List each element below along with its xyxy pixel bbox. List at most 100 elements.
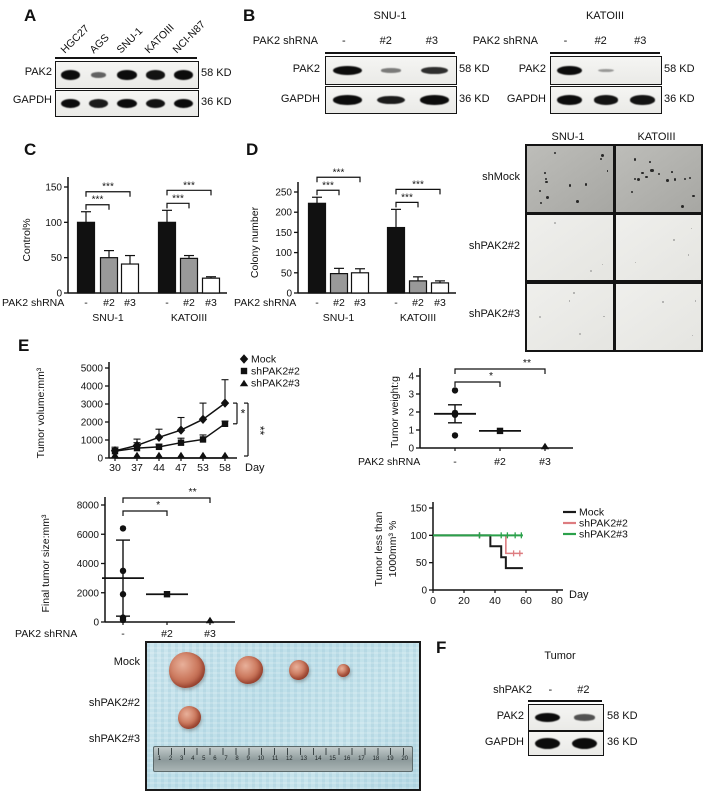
photo-row-label: shPAK2#3 <box>88 733 140 745</box>
colony-dot <box>590 270 593 273</box>
ruler-number: 12 <box>285 756 293 762</box>
protein-band <box>571 738 598 749</box>
svg-text:KATOIII: KATOIII <box>171 312 207 324</box>
protein-band <box>593 95 619 105</box>
colony-image-shpak2-3-katoiii <box>614 282 703 352</box>
svg-text:Day: Day <box>245 462 265 474</box>
svg-text:***: *** <box>183 180 195 191</box>
svg-text:40: 40 <box>489 595 501 607</box>
svg-text:250: 250 <box>275 188 292 199</box>
svg-text:shPAK2#2: shPAK2#2 <box>251 366 300 378</box>
svg-text:50: 50 <box>416 558 428 569</box>
ruler-number: 1 <box>157 756 162 762</box>
ruler-number: 4 <box>191 756 195 762</box>
svg-text:Colony number: Colony number <box>249 206 261 278</box>
blot-row-label: GAPDH <box>280 93 320 105</box>
western-blot-gapdh-snu1 <box>325 86 457 114</box>
colony-dot <box>650 168 654 173</box>
colony-dot <box>683 177 686 181</box>
ruler-number: 8 <box>235 756 239 762</box>
cell-line-label: AGS <box>87 31 112 56</box>
ruler-number: 13 <box>300 756 308 762</box>
svg-text:#2: #2 <box>183 297 195 309</box>
colony-dot <box>630 191 634 194</box>
lane-overline <box>550 52 660 54</box>
colony-dot <box>648 160 651 163</box>
svg-text:150: 150 <box>45 183 62 194</box>
colony-dot <box>692 334 694 337</box>
svg-text:#3: #3 <box>124 297 136 309</box>
molecular-weight: 58 KD <box>664 63 695 75</box>
cell-line-label: HGC27 <box>58 22 92 56</box>
svg-text:SNU-1: SNU-1 <box>92 312 124 324</box>
shrna-label: PAK2 shRNA <box>252 35 318 47</box>
panel-b-label: B <box>243 6 256 25</box>
svg-text:-: - <box>84 297 88 309</box>
colony-column-header: SNU-1 <box>551 131 585 143</box>
svg-text:0: 0 <box>97 454 103 465</box>
molecular-weight: 36 KD <box>201 96 232 108</box>
lane-label: #2 <box>379 35 392 47</box>
shrna-label: PAK2 shRNA <box>472 35 538 47</box>
svg-text:100: 100 <box>275 248 292 259</box>
lane-label: - <box>563 35 568 47</box>
svg-text:***: *** <box>92 195 104 206</box>
colony-dot <box>545 177 548 180</box>
protein-band <box>574 714 595 721</box>
svg-text:*: * <box>241 406 246 420</box>
lane-label: #3 <box>425 35 439 47</box>
colony-row-label: shPAK2#3 <box>468 308 520 320</box>
svg-text:0: 0 <box>408 444 414 455</box>
svg-text:Mock: Mock <box>251 354 277 366</box>
svg-text:50: 50 <box>51 253 63 264</box>
colony-dot <box>545 180 548 183</box>
ruler: 1 2 3 4 5 6 7 8 9 10 11 12 13 14 15 16 17 18 19 20 <box>153 746 413 772</box>
lane-label: - <box>548 684 553 696</box>
svg-text:#3: #3 <box>354 297 366 309</box>
svg-text:PAK2 shRNA: PAK2 shRNA <box>234 297 296 309</box>
colony-dot <box>635 261 637 263</box>
protein-band <box>332 95 363 105</box>
protein-band <box>91 72 107 78</box>
colony-dot <box>640 171 644 175</box>
colony-dot <box>538 315 541 318</box>
svg-text:#3: #3 <box>204 628 216 640</box>
colony-dot <box>569 184 572 187</box>
lane-labels: - #2 #3 <box>325 35 455 47</box>
colony-dot <box>540 201 543 204</box>
svg-text:5000: 5000 <box>81 364 104 375</box>
cell-line-label: NCI-N87 <box>170 18 208 56</box>
protein-band <box>598 69 614 72</box>
colony-dot <box>576 200 580 203</box>
svg-text:#2: #2 <box>333 297 345 309</box>
panel-d-label: D <box>246 140 259 159</box>
shrna-label: shPAK2 <box>493 684 532 696</box>
svg-text:1000: 1000 <box>81 436 104 447</box>
colony-dot <box>690 227 692 230</box>
ruler-number: 2 <box>168 756 173 762</box>
colony-dot <box>680 204 684 208</box>
svg-text:#2: #2 <box>494 456 506 468</box>
blot-title-snu1: SNU-1 <box>373 10 407 22</box>
svg-text:***: *** <box>401 192 413 203</box>
ruler-ticks <box>158 748 408 755</box>
svg-text:3000: 3000 <box>81 400 104 411</box>
svg-text:1000mm³ %: 1000mm³ % <box>387 521 399 578</box>
colony-dot <box>657 172 661 176</box>
svg-text:20: 20 <box>458 595 470 607</box>
panel-a-label: A <box>24 6 37 25</box>
protein-band <box>145 70 165 80</box>
panel-e-label: E <box>18 336 30 355</box>
cell-line-label: KATOIII <box>142 21 177 56</box>
svg-text:#2: #2 <box>103 297 115 309</box>
western-blot-pak2-cell-lines <box>55 61 199 89</box>
colony-dot <box>584 183 588 186</box>
colony-dot <box>636 177 641 181</box>
svg-text:30: 30 <box>109 462 121 474</box>
cell-line-label: SNU-1 <box>114 25 146 56</box>
svg-text:*: * <box>489 370 493 382</box>
molecular-weight: 36 KD <box>664 93 695 105</box>
svg-text:4000: 4000 <box>81 382 104 393</box>
svg-text:***: *** <box>102 182 114 193</box>
svg-text:-: - <box>453 456 457 468</box>
